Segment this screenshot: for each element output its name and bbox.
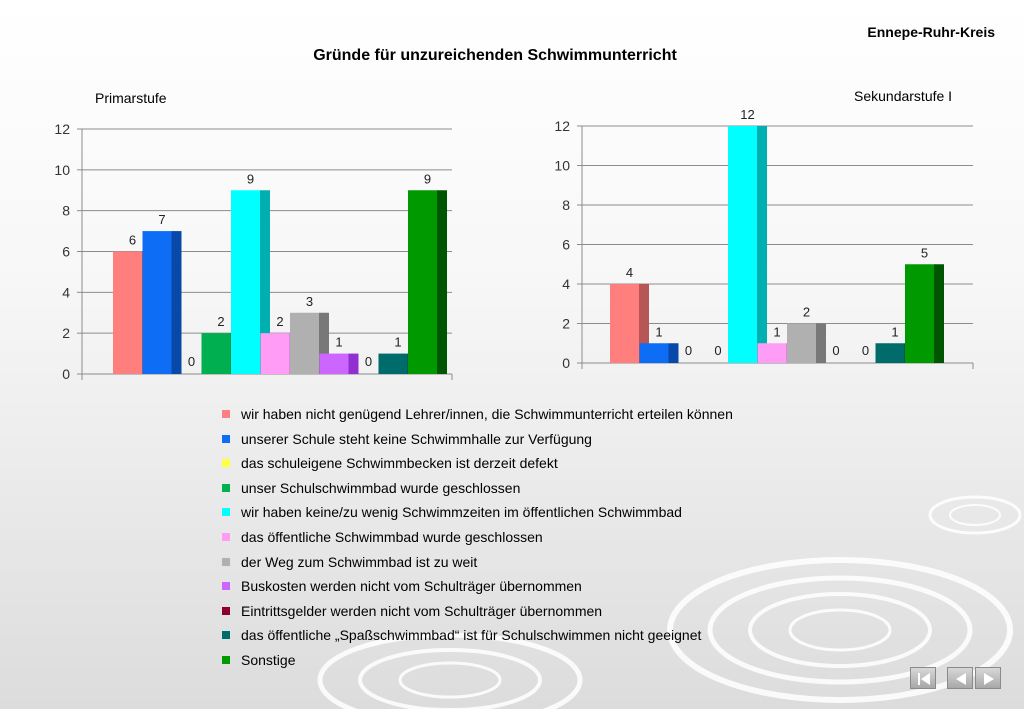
legend-label: unser Schulschwimmbad wurde geschlossen bbox=[241, 479, 521, 496]
data-label: 0 bbox=[188, 354, 195, 369]
y-tick-label: 10 bbox=[54, 162, 70, 178]
bar-side bbox=[757, 126, 767, 363]
data-label: 9 bbox=[247, 171, 254, 186]
bar bbox=[610, 284, 639, 363]
bar bbox=[113, 251, 142, 374]
y-tick-label: 4 bbox=[62, 284, 70, 300]
legend-label: Eintrittsgelder werden nicht vom Schultr… bbox=[241, 602, 603, 619]
legend-label: wir haben nicht genügend Lehrer/innen, d… bbox=[241, 406, 733, 422]
data-label: 4 bbox=[626, 265, 633, 280]
data-label: 1 bbox=[335, 335, 342, 350]
data-label: 0 bbox=[832, 343, 839, 358]
bar bbox=[319, 353, 349, 374]
data-label: 0 bbox=[862, 343, 869, 358]
legend-swatch bbox=[222, 606, 230, 615]
data-label: 12 bbox=[740, 107, 754, 122]
region-label: Ennepe-Ruhr-Kreis bbox=[867, 24, 995, 40]
bar-side bbox=[934, 264, 944, 363]
legend-swatch bbox=[222, 557, 230, 566]
bar bbox=[260, 333, 290, 374]
y-tick-label: 0 bbox=[62, 366, 70, 382]
data-label: 1 bbox=[655, 324, 662, 339]
previous-slide-icon bbox=[956, 673, 966, 685]
bar-side bbox=[639, 284, 649, 363]
y-tick-label: 4 bbox=[562, 276, 570, 292]
legend-label: Sonstige bbox=[241, 651, 296, 668]
data-label: 3 bbox=[306, 294, 313, 309]
data-label: 0 bbox=[714, 343, 721, 358]
bar bbox=[290, 312, 319, 374]
data-label: 0 bbox=[365, 354, 372, 369]
legend-swatch bbox=[222, 483, 230, 492]
bar-side bbox=[816, 323, 826, 363]
bar bbox=[757, 343, 787, 363]
bar bbox=[787, 323, 816, 363]
bar bbox=[875, 343, 905, 363]
legend-swatch bbox=[222, 631, 230, 640]
data-label: 0 bbox=[685, 343, 692, 358]
bar-side bbox=[668, 343, 679, 363]
legend-swatch bbox=[222, 532, 230, 541]
y-tick-label: 12 bbox=[54, 121, 70, 137]
bar-side bbox=[437, 190, 447, 374]
data-label: 1 bbox=[773, 324, 780, 339]
y-tick-label: 8 bbox=[562, 197, 570, 213]
legend-label: wir haben keine/zu wenig Schwimmzeiten i… bbox=[241, 504, 682, 521]
legend-swatch bbox=[222, 508, 230, 517]
bar-side bbox=[319, 312, 329, 374]
legend-label: das öffentliche „Spaßschwimmbad“ ist für… bbox=[241, 627, 702, 644]
previous-slide-button[interactable] bbox=[947, 667, 973, 689]
y-tick-label: 2 bbox=[62, 325, 70, 341]
bar bbox=[408, 190, 437, 374]
data-label: 1 bbox=[891, 324, 898, 339]
bar bbox=[142, 231, 172, 374]
legend-swatch bbox=[222, 582, 230, 591]
data-label: 1 bbox=[394, 335, 401, 350]
bar bbox=[905, 264, 934, 363]
y-tick-label: 8 bbox=[62, 203, 70, 219]
y-tick-label: 10 bbox=[554, 158, 570, 174]
y-tick-label: 2 bbox=[562, 316, 570, 332]
data-label: 7 bbox=[158, 212, 165, 227]
bar bbox=[231, 190, 260, 374]
legend-swatch bbox=[222, 434, 230, 443]
next-slide-button[interactable] bbox=[975, 667, 1001, 689]
legend-swatch bbox=[222, 410, 230, 418]
y-tick-label: 0 bbox=[562, 355, 570, 371]
page-title: Gründe für unzureichenden Schwimmunterri… bbox=[313, 47, 677, 64]
bar-side bbox=[260, 190, 270, 374]
data-label: 2 bbox=[217, 314, 224, 329]
bar bbox=[201, 333, 231, 374]
bar bbox=[639, 343, 669, 363]
legend-label: unserer Schule steht keine Schwimmhalle … bbox=[241, 430, 592, 447]
legend-swatch bbox=[222, 655, 230, 664]
bar bbox=[378, 353, 408, 374]
bar bbox=[728, 126, 757, 363]
first-slide-icon bbox=[918, 673, 930, 685]
data-label: 2 bbox=[276, 314, 283, 329]
y-tick-label: 6 bbox=[562, 237, 570, 253]
data-label: 6 bbox=[129, 233, 136, 248]
y-tick-label: 6 bbox=[62, 244, 70, 260]
legend-label: der Weg zum Schwimmbad ist zu weit bbox=[241, 553, 478, 570]
chart-title: Sekundarstufe I bbox=[854, 88, 952, 104]
data-label: 5 bbox=[921, 245, 928, 260]
next-slide-icon bbox=[984, 673, 994, 685]
bar-side bbox=[348, 353, 359, 374]
bar-side bbox=[171, 231, 182, 374]
data-label: 2 bbox=[803, 305, 810, 320]
first-slide-button[interactable] bbox=[910, 667, 936, 689]
legend-label: das öffentliche Schwimmbad wurde geschlo… bbox=[241, 528, 543, 545]
y-tick-label: 12 bbox=[554, 118, 570, 134]
legend-label: das schuleigene Schwimmbecken ist derzei… bbox=[241, 455, 558, 472]
legend-label: Buskosten werden nicht vom Schulträger ü… bbox=[241, 578, 582, 595]
legend-swatch bbox=[222, 459, 230, 468]
data-label: 9 bbox=[424, 171, 431, 186]
chart-title: Primarstufe bbox=[95, 90, 167, 106]
